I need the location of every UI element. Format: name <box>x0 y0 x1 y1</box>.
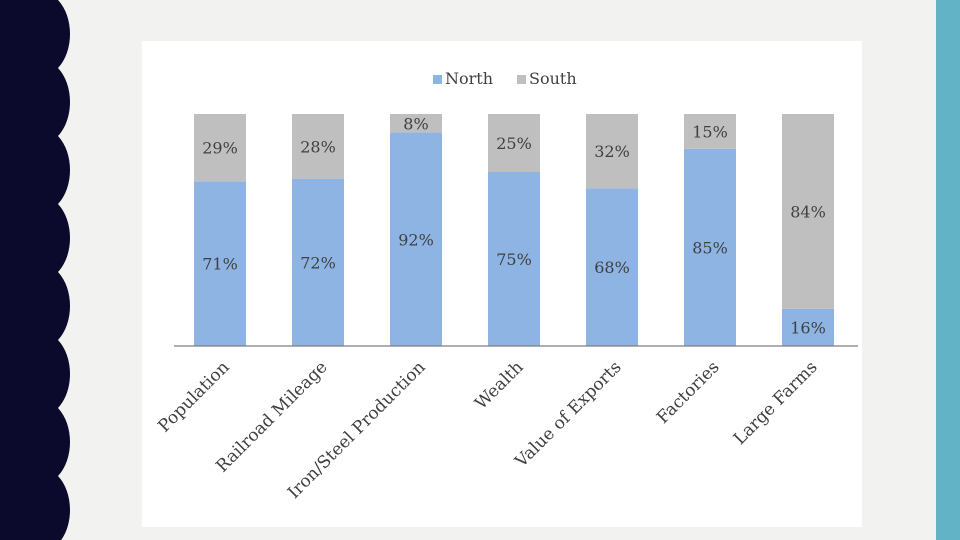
data-label-south: 8% <box>403 114 428 133</box>
data-label-south: 25% <box>496 134 532 153</box>
data-label-south: 15% <box>692 122 728 141</box>
bar-south <box>586 114 638 189</box>
legend-swatch-north <box>433 75 442 84</box>
data-label-north: 85% <box>692 238 728 257</box>
bar-north <box>782 308 834 346</box>
decorative-wave-band <box>0 0 70 540</box>
legend: North South <box>433 69 577 88</box>
bar-north <box>684 148 736 346</box>
data-label-south: 32% <box>594 142 630 161</box>
category-label: Factories <box>653 357 724 428</box>
bar-north <box>488 172 540 346</box>
legend-label-south: South <box>529 69 577 88</box>
decorative-right-band <box>936 0 960 540</box>
category-label: Value of Exports <box>511 357 626 472</box>
bar-north <box>292 178 344 346</box>
bar-north <box>586 188 638 346</box>
bars-group: 71% 29% 72% 28% 92% 8% 75% 25% 68% 32% 85% 15% 16% 84… <box>194 114 834 346</box>
bar-north <box>390 132 442 346</box>
legend-swatch-south <box>517 75 526 84</box>
bar-south <box>782 114 834 309</box>
category-label: Large Farms <box>730 357 822 449</box>
data-label-north: 75% <box>496 250 532 269</box>
data-label-south: 29% <box>202 139 238 158</box>
data-label-south: 28% <box>300 137 336 156</box>
wave-shape <box>0 0 70 540</box>
bar-south <box>488 114 540 172</box>
data-label-north: 92% <box>398 230 434 249</box>
data-label-north: 68% <box>594 258 630 277</box>
bar-south <box>194 114 246 182</box>
data-label-north: 72% <box>300 253 336 272</box>
category-label: Wealth <box>471 357 527 413</box>
chart-card: North South 71% 29% 72% 28% 92% 8% 75% 25% 68% 32%… <box>142 41 862 527</box>
data-label-north: 16% <box>790 318 826 337</box>
bar-south <box>390 114 442 133</box>
category-label: Population <box>154 357 233 436</box>
bar-south <box>684 114 736 149</box>
bar-south <box>292 114 344 179</box>
stacked-bar-chart: North South 71% 29% 72% 28% 92% 8% 75% 25% 68% 32%… <box>154 69 858 503</box>
data-label-north: 71% <box>202 255 238 274</box>
data-label-south: 84% <box>790 202 826 221</box>
bar-north <box>194 181 246 346</box>
legend-label-north: North <box>445 69 493 88</box>
